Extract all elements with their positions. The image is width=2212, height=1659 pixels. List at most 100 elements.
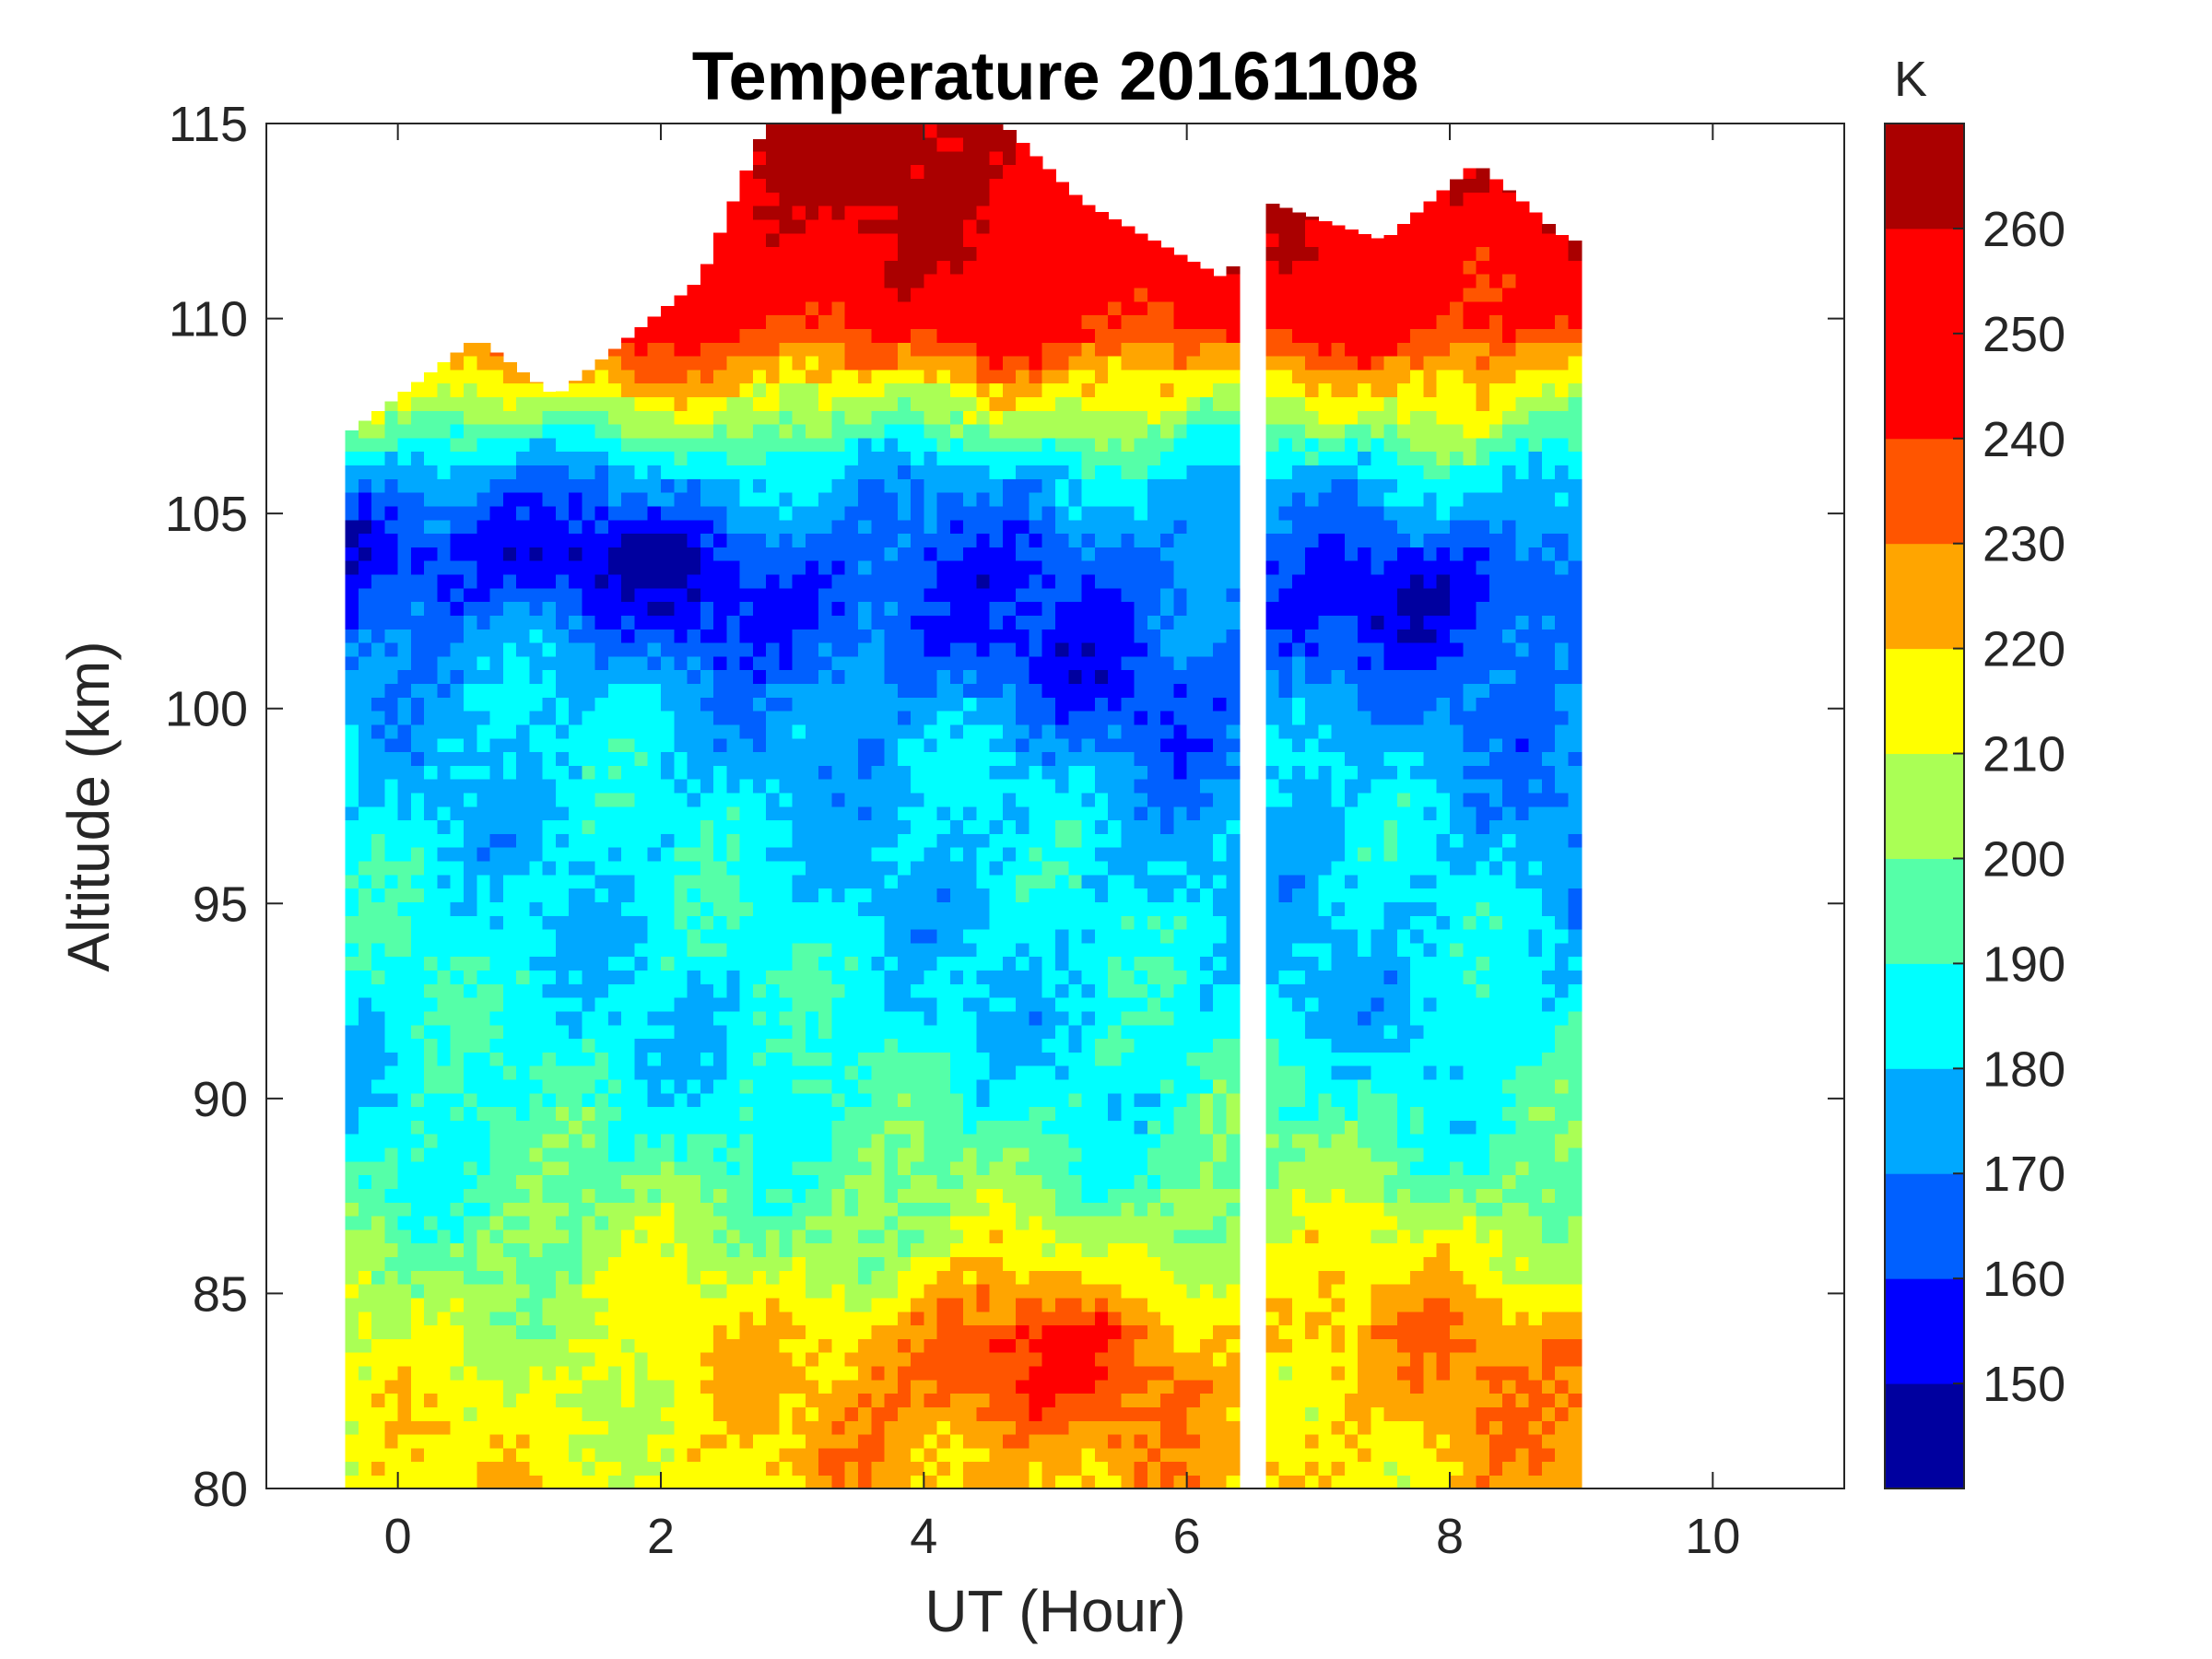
temperature-cell: [844, 396, 859, 411]
temperature-cell: [410, 956, 425, 971]
temperature-cell: [713, 683, 728, 698]
temperature-cell: [752, 1461, 767, 1476]
temperature-cell: [989, 641, 1004, 657]
temperature-cell: [477, 1065, 491, 1080]
temperature-cell: [569, 478, 583, 493]
temperature-cell: [818, 655, 833, 671]
temperature-cell: [924, 124, 938, 138]
temperature-cell: [949, 559, 964, 575]
temperature-cell: [674, 314, 688, 329]
temperature-cell: [542, 547, 557, 561]
temperature-cell: [424, 1393, 439, 1407]
temperature-cell: [529, 615, 544, 629]
temperature-cell: [779, 1433, 794, 1449]
temperature-cell: [607, 1324, 622, 1339]
temperature-cell: [897, 300, 912, 316]
temperature-cell: [818, 942, 833, 958]
temperature-cell: [424, 765, 439, 780]
temperature-cell: [989, 655, 1004, 671]
temperature-cell: [594, 615, 609, 629]
temperature-cell: [766, 1475, 781, 1488]
temperature-cell: [529, 806, 544, 821]
temperature-cell: [674, 1078, 688, 1094]
temperature-cell: [726, 1038, 741, 1053]
temperature-cell: [924, 478, 938, 493]
temperature-cell: [805, 1024, 819, 1040]
temperature-cell: [687, 1065, 701, 1080]
temperature-cell: [792, 1160, 806, 1176]
temperature-cell: [884, 860, 899, 876]
temperature-cell: [818, 641, 833, 657]
temperature-cell: [792, 1038, 806, 1053]
temperature-cell: [1041, 846, 1056, 862]
temperature-cell: [752, 478, 767, 493]
temperature-cell: [766, 1174, 781, 1189]
temperature-cell: [818, 928, 833, 944]
temperature-cell: [397, 1092, 412, 1108]
temperature-cell: [516, 1338, 531, 1353]
temperature-cell: [1029, 1133, 1043, 1148]
temperature-cell: [516, 683, 531, 698]
temperature-cell: [752, 1365, 767, 1381]
temperature-cell: [976, 819, 991, 834]
temperature-cell: [489, 901, 504, 916]
temperature-cell: [752, 615, 767, 629]
temperature-cell: [844, 1133, 859, 1148]
temperature-cell: [897, 846, 912, 862]
temperature-cell: [621, 1160, 636, 1176]
temperature-cell: [989, 396, 1004, 411]
temperature-cell: [818, 737, 833, 753]
temperature-cell: [949, 1174, 964, 1189]
temperature-cell: [1041, 423, 1056, 439]
temperature-cell: [989, 491, 1004, 507]
temperature-cell: [1041, 1433, 1056, 1449]
temperature-cell: [949, 1256, 964, 1271]
temperature-cell: [752, 396, 767, 411]
temperature-cell: [989, 1419, 1004, 1435]
temperature-cell: [397, 451, 412, 466]
temperature-cell: [1002, 164, 1017, 180]
temperature-cell: [766, 533, 781, 547]
temperature-cell: [569, 587, 583, 603]
temperature-cell: [949, 355, 964, 371]
temperature-cell: [976, 778, 991, 794]
temperature-cell: [897, 1433, 912, 1449]
temperature-cell: [936, 150, 951, 166]
temperature-cell: [687, 1133, 701, 1148]
temperature-cell: [779, 1133, 794, 1148]
temperature-cell: [1041, 192, 1056, 206]
temperature-cell: [569, 1133, 583, 1148]
temperature-cell: [661, 1379, 676, 1394]
temperature-cell: [766, 641, 781, 657]
temperature-cell: [713, 1120, 728, 1135]
temperature-cell: [647, 697, 662, 712]
temperature-cell: [844, 942, 859, 958]
temperature-cell: [989, 1133, 1004, 1148]
temperature-cell: [424, 1065, 439, 1080]
temperature-cell: [1055, 1461, 1070, 1476]
temperature-cell: [792, 1406, 806, 1421]
temperature-cell: [726, 1256, 741, 1271]
temperature-cell: [963, 1160, 978, 1176]
temperature-cell: [477, 1419, 491, 1435]
temperature-cell: [949, 1324, 964, 1339]
temperature-cell: [345, 533, 359, 547]
temperature-cell: [831, 1120, 846, 1135]
temperature-cell: [739, 1256, 754, 1271]
temperature-cell: [502, 601, 517, 616]
temperature-cell: [358, 765, 372, 780]
temperature-cell: [477, 1078, 491, 1094]
temperature-cell: [884, 369, 899, 384]
temperature-cell: [674, 1038, 688, 1053]
temperature-cell: [477, 1229, 491, 1244]
temperature-cell: [1029, 410, 1043, 425]
temperature-cell: [858, 970, 873, 984]
temperature-cell: [884, 970, 899, 984]
temperature-cell: [844, 491, 859, 507]
temperature-cell: [529, 1461, 544, 1476]
temperature-cell: [424, 465, 439, 479]
temperature-cell: [424, 1283, 439, 1299]
temperature-cell: [752, 260, 767, 275]
temperature-cell: [871, 547, 886, 561]
temperature-cell: [831, 287, 846, 302]
